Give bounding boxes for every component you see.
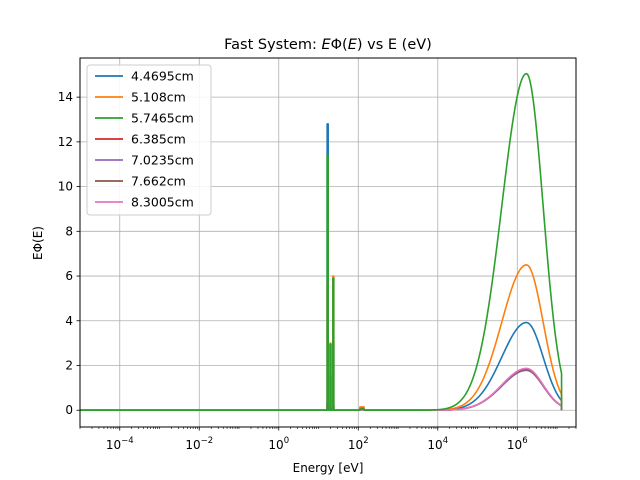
x-tick-label: 106: [507, 436, 528, 452]
y-tick-label: 10: [58, 180, 73, 194]
x-tick-label: 10−4: [106, 436, 134, 452]
y-tick-label: 14: [58, 90, 73, 104]
legend-label: 5.7465cm: [131, 111, 194, 126]
x-axis-ticks: 10−4 10−2 100 102 104 106: [79, 427, 577, 452]
x-axis-label: Energy [eV]: [293, 461, 364, 475]
y-tick-label: 12: [58, 135, 73, 149]
y-tick-label: 8: [65, 224, 73, 238]
x-tick-label: 10−2: [185, 436, 213, 452]
x-tick-label: 100: [268, 436, 289, 452]
x-tick-label: 102: [348, 436, 369, 452]
x-tick-label: 104: [427, 436, 448, 452]
y-tick-label: 6: [65, 269, 73, 283]
y-axis-label: EΦ(E): [31, 226, 45, 260]
series-line: [80, 72, 563, 412]
y-tick-label: 4: [65, 314, 73, 328]
legend-label: 8.3005cm: [131, 195, 194, 210]
y-axis-ticks: 0 2 4 6 8 10 12 14: [58, 90, 80, 417]
legend-label: 7.0235cm: [131, 153, 194, 168]
y-tick-label: 2: [65, 359, 73, 373]
plot-frame: [79, 57, 577, 428]
y-tick-label: 0: [65, 403, 73, 417]
legend-box: [86, 64, 212, 216]
legend[interactable]: 4.4695cm 5.108cm 5.7465cm 6.385cm 7.0235cm 7.…: [86, 64, 212, 216]
legend-label: 4.4695cm: [131, 69, 194, 84]
series-group: [80, 72, 563, 412]
legend-label: 5.108cm: [131, 90, 186, 105]
legend-label: 6.385cm: [131, 132, 186, 147]
legend-label: 7.662cm: [131, 174, 186, 189]
chart-title: Fast System: EΦ(E) vs E (eV): [224, 37, 432, 53]
